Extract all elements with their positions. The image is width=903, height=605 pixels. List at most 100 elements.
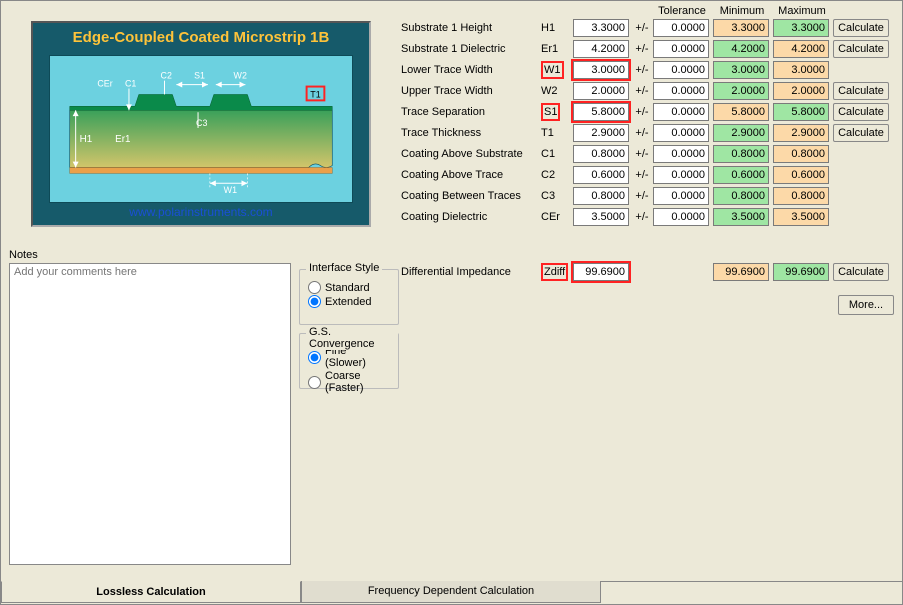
tab-lossless[interactable]: Lossless Calculation [1, 581, 301, 603]
calculate-button[interactable]: Calculate [833, 103, 889, 121]
param-label: Coating Between Traces [401, 190, 539, 202]
param-sym: W1 [541, 61, 564, 79]
diagram-title: Edge-Coupled Coated Microstrip 1B [33, 23, 369, 48]
radio-coarse-label: Coarse (Faster) [325, 370, 390, 394]
diagram-canvas: T1 CEr C1 C2 S1 W2 H1 Er1 C3 W1 [49, 55, 353, 203]
diagram-svg: T1 CEr C1 C2 S1 W2 H1 Er1 C3 W1 [50, 56, 352, 202]
radio-coarse[interactable]: Coarse (Faster) [308, 370, 390, 394]
param-tolerance-input[interactable] [653, 103, 709, 121]
param-label: Lower Trace Width [401, 64, 539, 76]
param-max: 3.0000 [773, 61, 829, 79]
diagram-url[interactable]: www.polarinstruments.com [33, 205, 369, 219]
param-value-input[interactable] [573, 145, 629, 163]
param-value-input[interactable] [573, 103, 629, 121]
param-tolerance-input[interactable] [653, 40, 709, 58]
param-tolerance-input[interactable] [653, 19, 709, 37]
radio-fine-input[interactable] [308, 351, 321, 364]
radio-standard-label: Standard [325, 282, 370, 294]
param-value-input[interactable] [573, 19, 629, 37]
param-value-input[interactable] [573, 124, 629, 142]
param-value-input[interactable] [573, 187, 629, 205]
svg-text:W2: W2 [234, 71, 247, 81]
interface-style-group: Interface Style Standard Extended [299, 269, 399, 325]
calculate-button[interactable]: Calculate [833, 124, 889, 142]
param-tolerance-input[interactable] [653, 82, 709, 100]
calculate-button[interactable]: Calculate [833, 40, 889, 58]
param-label: Substrate 1 Dielectric [401, 43, 539, 55]
param-max: 0.8000 [773, 145, 829, 163]
param-tolerance-input[interactable] [653, 145, 709, 163]
param-row-c1: Coating Above SubstrateC1+/-0.80000.8000 [401, 145, 897, 163]
plus-minus: +/- [633, 127, 651, 139]
param-tolerance-input[interactable] [653, 124, 709, 142]
param-min: 0.6000 [713, 166, 769, 184]
param-max: 2.0000 [773, 82, 829, 100]
param-tolerance-input[interactable] [653, 166, 709, 184]
calculate-button[interactable]: Calculate [833, 82, 889, 100]
param-min: 3.0000 [713, 61, 769, 79]
svg-text:CEr: CEr [97, 79, 112, 89]
tab-frequency-dependent[interactable]: Frequency Dependent Calculation [301, 581, 601, 603]
calculate-button[interactable]: Calculate [833, 19, 889, 37]
zdiff-label: Differential Impedance [401, 266, 539, 278]
plus-minus: +/- [633, 85, 651, 97]
param-min: 2.9000 [713, 124, 769, 142]
param-label: Upper Trace Width [401, 85, 539, 97]
param-table: Tolerance Minimum Maximum Substrate 1 He… [401, 5, 897, 284]
param-max: 0.6000 [773, 166, 829, 184]
zdiff-value[interactable] [573, 263, 629, 281]
param-sym: CEr [541, 211, 560, 223]
radio-coarse-input[interactable] [308, 376, 321, 389]
param-label: Coating Above Trace [401, 169, 539, 181]
param-max: 4.2000 [773, 40, 829, 58]
param-row-t1: Trace ThicknessT1+/-2.90002.9000Calculat… [401, 124, 897, 142]
param-row-h1: Substrate 1 HeightH1+/-3.30003.3000Calcu… [401, 19, 897, 37]
param-tolerance-input[interactable] [653, 187, 709, 205]
param-sym: C3 [541, 190, 555, 202]
zdiff-row: Differential Impedance Zdiff 99.6900 99.… [401, 263, 897, 281]
param-max: 3.3000 [773, 19, 829, 37]
param-value-input[interactable] [573, 61, 629, 79]
plus-minus: +/- [633, 22, 651, 34]
param-value-input[interactable] [573, 82, 629, 100]
zdiff-max: 99.6900 [773, 263, 829, 281]
more-button[interactable]: More... [838, 295, 894, 315]
param-max: 0.8000 [773, 187, 829, 205]
param-sym: S1 [541, 103, 560, 121]
hdr-tolerance: Tolerance [653, 5, 711, 17]
main-panel: Edge-Coupled Coated Microstrip 1B [1, 1, 902, 581]
param-label: Coating Above Substrate [401, 148, 539, 160]
zdiff-min: 99.6900 [713, 263, 769, 281]
notes-textarea[interactable] [9, 263, 291, 565]
radio-standard[interactable]: Standard [308, 281, 390, 294]
param-min: 0.8000 [713, 187, 769, 205]
param-max: 3.5000 [773, 208, 829, 226]
zdiff-calculate-button[interactable]: Calculate [833, 263, 889, 281]
param-tolerance-input[interactable] [653, 61, 709, 79]
param-value-input[interactable] [573, 40, 629, 58]
param-row-w1: Lower Trace WidthW1 +/- 3.00003.0000 [401, 61, 897, 79]
param-tolerance-input[interactable] [653, 208, 709, 226]
radio-extended[interactable]: Extended [308, 295, 390, 308]
param-value-input[interactable] [573, 166, 629, 184]
param-label: Trace Thickness [401, 127, 539, 139]
param-value-input[interactable] [573, 208, 629, 226]
param-max: 2.9000 [773, 124, 829, 142]
param-min: 0.8000 [713, 145, 769, 163]
zdiff-sym: Zdiff [541, 263, 568, 281]
param-row-c2: Coating Above TraceC2+/-0.60000.6000 [401, 166, 897, 184]
svg-text:S1: S1 [194, 71, 205, 81]
plus-minus: +/- [633, 64, 651, 76]
param-sym: C2 [541, 169, 555, 181]
radio-extended-input[interactable] [308, 295, 321, 308]
svg-text:W1: W1 [224, 185, 237, 195]
radio-standard-input[interactable] [308, 281, 321, 294]
gs-convergence-group: G.S. Convergence Fine (Slower) Coarse (F… [299, 333, 399, 389]
hdr-minimum: Minimum [713, 5, 771, 17]
param-row-s1: Trace SeparationS1+/-5.80005.8000Calcula… [401, 103, 897, 121]
param-label: Coating Dielectric [401, 211, 539, 223]
svg-text:H1: H1 [80, 134, 93, 145]
param-sym: Er1 [541, 43, 558, 55]
param-max: 5.8000 [773, 103, 829, 121]
diagram-frame: Edge-Coupled Coated Microstrip 1B [31, 21, 371, 227]
